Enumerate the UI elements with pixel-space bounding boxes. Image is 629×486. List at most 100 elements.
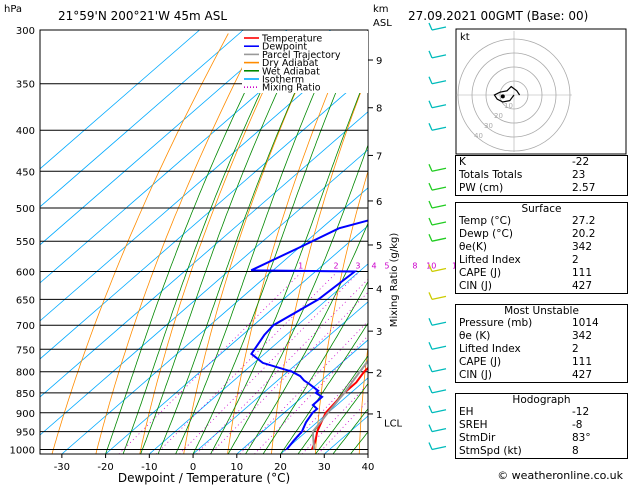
mixing-ratio-line <box>196 278 368 454</box>
mixing-ratio-line <box>209 291 368 454</box>
hodograph-unit-label: kt <box>460 32 470 43</box>
wind-barb <box>431 26 447 31</box>
legend-box <box>242 31 368 93</box>
legend-entry: Dewpoint <box>262 42 307 53</box>
wet-adiabat-line <box>157 33 322 454</box>
pressure-tick-label: 550 <box>16 237 35 248</box>
surface-value: 27.2 <box>572 215 596 227</box>
isotherm-line <box>40 30 288 246</box>
hodograph-label: StmSpd (kt) <box>459 445 522 457</box>
hodograph-table-panel: Hodograph EH -12 SREH -8 StmDir 83° StmSpd (kt… <box>455 393 628 459</box>
surface-title: Surface <box>521 203 562 215</box>
km-tick-label: 3 <box>376 327 382 338</box>
wet-adiabat-line <box>280 322 368 454</box>
wind-barb <box>431 345 447 350</box>
x-tick-label: 0 <box>190 462 196 473</box>
dry-adiabat-line <box>358 343 368 454</box>
wind-barb-flag <box>428 217 433 226</box>
dry-adiabat-line <box>183 33 322 454</box>
isotherm-line <box>40 30 244 208</box>
x-tick-label: 30 <box>318 462 331 473</box>
storm-motion-marker <box>500 94 505 99</box>
hodograph-label: EH <box>459 406 474 418</box>
wind-barb-flag <box>428 317 433 326</box>
km-tick-label: 1 <box>376 410 382 421</box>
hodograph-table-title: Hodograph <box>512 394 571 406</box>
surface-row: θe(K) 342 <box>456 241 627 254</box>
wet-adiabat-line <box>332 408 368 454</box>
legend-entry: Parcel Trajectory <box>262 50 341 61</box>
wind-barb-flag <box>428 76 433 84</box>
legend-entry: Dry Adiabat <box>262 58 319 69</box>
mixing-ratio-line <box>156 273 337 454</box>
most-unstable-label: Lifted Index <box>459 343 521 355</box>
pressure-tick-label: 700 <box>16 321 35 332</box>
x-axis-title: Dewpoint / Temperature (°C) <box>118 471 290 485</box>
wind-barb-flag <box>428 233 433 242</box>
most-unstable-panel: Most Unstable Pressure (mb) 1014 θe (K) 342… <box>455 304 628 383</box>
wet-adiabat-line <box>245 222 368 454</box>
wet-adiabat-line <box>140 33 305 454</box>
index-label: Totals Totals <box>459 169 523 181</box>
dry-adiabat-line <box>271 71 368 454</box>
mixing-ratio-label: 8 <box>412 262 417 271</box>
mixing-ratio-label: 2 <box>334 262 339 271</box>
wind-barb-flag <box>428 405 433 414</box>
wind-barb <box>431 267 447 273</box>
surface-value: 2 <box>572 254 579 266</box>
wind-barb <box>431 368 447 373</box>
pressure-tick-label: 350 <box>16 80 35 91</box>
most-unstable-row: Lifted Index 2 <box>456 343 627 356</box>
legend-entry: Wet Adiabat <box>262 66 320 77</box>
mixing-ratio-label: 5 <box>384 262 389 271</box>
hodograph-ring-label: 20 <box>494 112 503 120</box>
x-tick-label: -20 <box>97 462 113 473</box>
pressure-tick-label: 850 <box>16 389 35 400</box>
wet-adiabat-line <box>210 71 368 454</box>
x-tick-label: -30 <box>54 462 70 473</box>
most-unstable-value: 111 <box>572 356 593 368</box>
km-tick-label: 6 <box>376 197 382 208</box>
surface-row: CIN (J) 427 <box>456 280 627 293</box>
pressure-tick-label: 800 <box>16 368 35 379</box>
hodograph-label: SREH <box>459 419 488 431</box>
pressure-tick-label: 650 <box>16 295 35 306</box>
wind-barb <box>431 80 447 85</box>
most-unstable-label: CAPE (J) <box>459 356 502 368</box>
series-line-parcel-trajectory <box>311 359 368 450</box>
most-unstable-row: θe (K) 342 <box>456 330 627 343</box>
header-location: 21°59'N 200°21'W 45m ASL <box>58 9 227 23</box>
wind-barb-flag <box>428 182 433 191</box>
dry-adiabat-line <box>139 33 291 454</box>
hodograph-row: EH -12 <box>456 406 627 419</box>
wind-barb <box>431 389 447 394</box>
mixing-ratio-label: 1 <box>298 262 303 271</box>
wind-barb <box>431 295 447 301</box>
isotherm-line <box>236 339 368 454</box>
x-tick-label: 20 <box>274 462 287 473</box>
isotherm-line <box>40 35 368 322</box>
surface-row: Lifted Index 2 <box>456 254 627 267</box>
isotherm-line <box>61 187 368 454</box>
wind-barb-flag <box>428 50 433 59</box>
pressure-tick-label: 600 <box>16 268 35 279</box>
wind-barb <box>431 186 447 191</box>
index-label: K <box>459 156 466 168</box>
surface-value: 427 <box>572 280 593 292</box>
hodograph-value: 8 <box>572 445 579 457</box>
km-tick-label: 8 <box>376 104 382 115</box>
wind-barb <box>431 204 447 209</box>
mixing-ratio-label: 3 <box>355 262 360 271</box>
hodograph-ring-label: 10 <box>504 102 513 110</box>
surface-label: CIN (J) <box>459 280 492 292</box>
pressure-tick-label: 300 <box>16 26 35 37</box>
surface-row: Dewp (°C) 20.2 <box>456 228 627 241</box>
wind-barb <box>431 126 447 131</box>
most-unstable-value: 342 <box>572 330 593 342</box>
x-tick-label: 10 <box>230 462 243 473</box>
header-km-unit: km <box>373 4 389 15</box>
surface-label: CAPE (J) <box>459 267 502 279</box>
wind-barb-flag <box>428 342 433 350</box>
surface-value: 20.2 <box>572 228 596 240</box>
wind-barb <box>431 427 447 433</box>
